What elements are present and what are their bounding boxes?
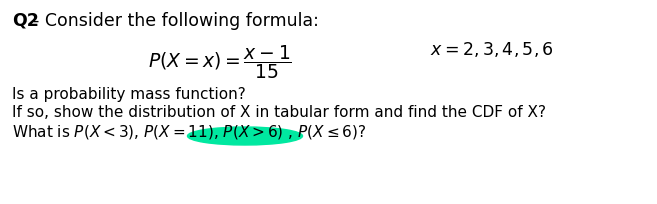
Text: Q2: Q2	[12, 12, 39, 30]
Text: If so, show the distribution of X in tabular form and find the CDF of X?: If so, show the distribution of X in tab…	[12, 104, 546, 119]
Text: $x = 2,3,4,5,6$: $x = 2,3,4,5,6$	[430, 40, 554, 59]
Text: Is a probability mass function?: Is a probability mass function?	[12, 86, 246, 102]
Text: What is $P(X < 3)$, $P(X = 11)$, $P(X > 6)$ , $P(X \leq 6)$?: What is $P(X < 3)$, $P(X = 11)$, $P(X > …	[12, 122, 367, 140]
Text: $P(X = x) = \dfrac{x - 1}{15}$: $P(X = x) = \dfrac{x - 1}{15}$	[148, 43, 292, 80]
Ellipse shape	[187, 127, 302, 145]
Text: - Consider the following formula:: - Consider the following formula:	[33, 12, 319, 30]
